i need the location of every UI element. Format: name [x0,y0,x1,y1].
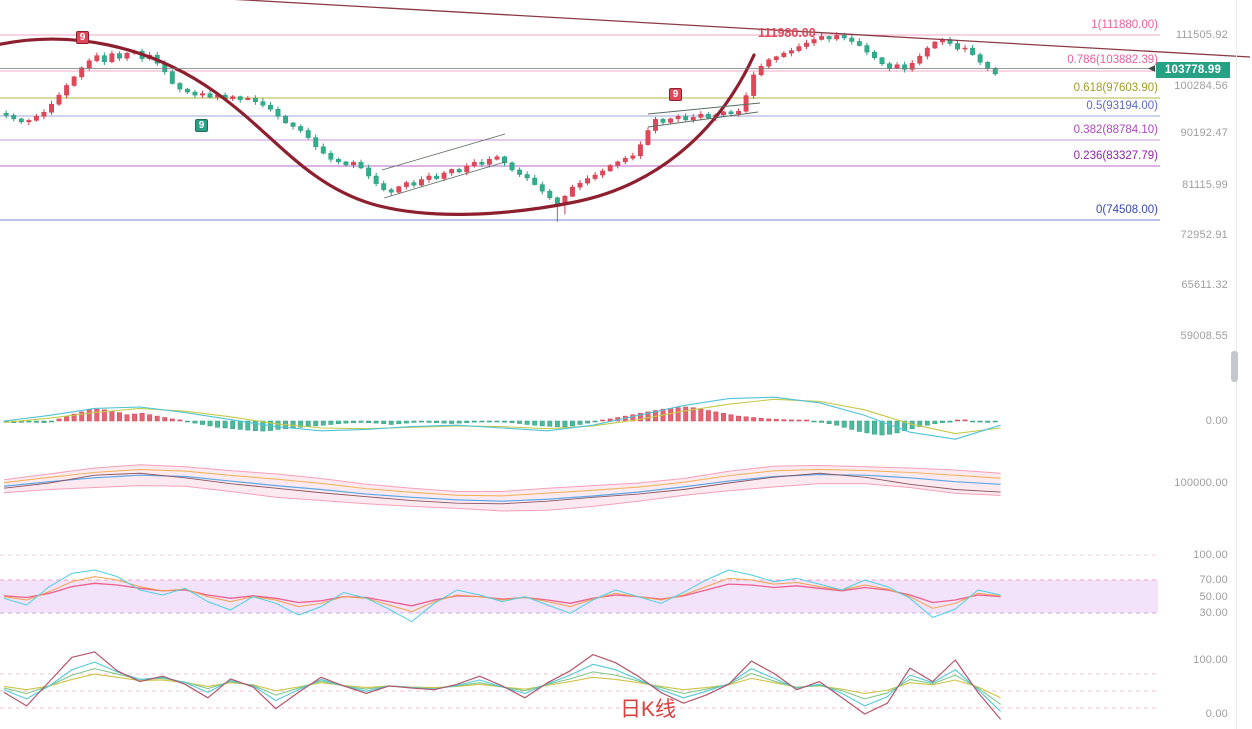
y-axis-label: 100.00 [1193,654,1228,666]
fib-level-label: 0.618(97603.90) [1073,82,1158,94]
y-axis-label: 81115.99 [1182,179,1228,191]
y-axis-label: 59008.55 [1180,330,1228,342]
y-axis-label: 72952.91 [1180,229,1228,241]
fib-level-label: 0.382(88784.10) [1073,124,1158,136]
fib-level-label: 1(111880.00) [1091,19,1158,31]
y-axis-label: 0.00 [1205,415,1228,427]
fib-level-label: 0.5(93194.00) [1086,100,1158,112]
y-axis-label: 50.00 [1199,591,1228,603]
y-axis-label: 70.00 [1199,574,1228,586]
y-axis-label: 0.00 [1205,708,1228,720]
y-axis-label: 100284.56 [1174,80,1228,92]
y-axis-label: 30.00 [1199,607,1228,619]
td-sequential-badge: 9 [669,88,682,101]
td-sequential-badge: 9 [76,31,89,44]
y-axis-label: 100.00 [1193,549,1228,561]
y-axis-label: 100000.00 [1174,477,1228,489]
breakout-price-label: 111980.00 [758,26,816,40]
fib-level-label: 0.236(83327.79) [1073,150,1158,162]
fib-level-label: 0.786(103882.39) [1067,54,1158,66]
y-axis-label: 65611.32 [1181,279,1228,291]
y-axis-label: 111505.92 [1175,29,1228,41]
fib-level-label: 0(74508.00) [1095,204,1158,216]
td-sequential-badge: 9 [195,119,208,132]
chart-period-label: 日K线 [620,698,677,721]
current-price-badge: 103778.99 [1156,62,1230,78]
y-axis-label: 90192.47 [1180,127,1228,139]
scrollbar-thumb[interactable] [1231,351,1238,382]
